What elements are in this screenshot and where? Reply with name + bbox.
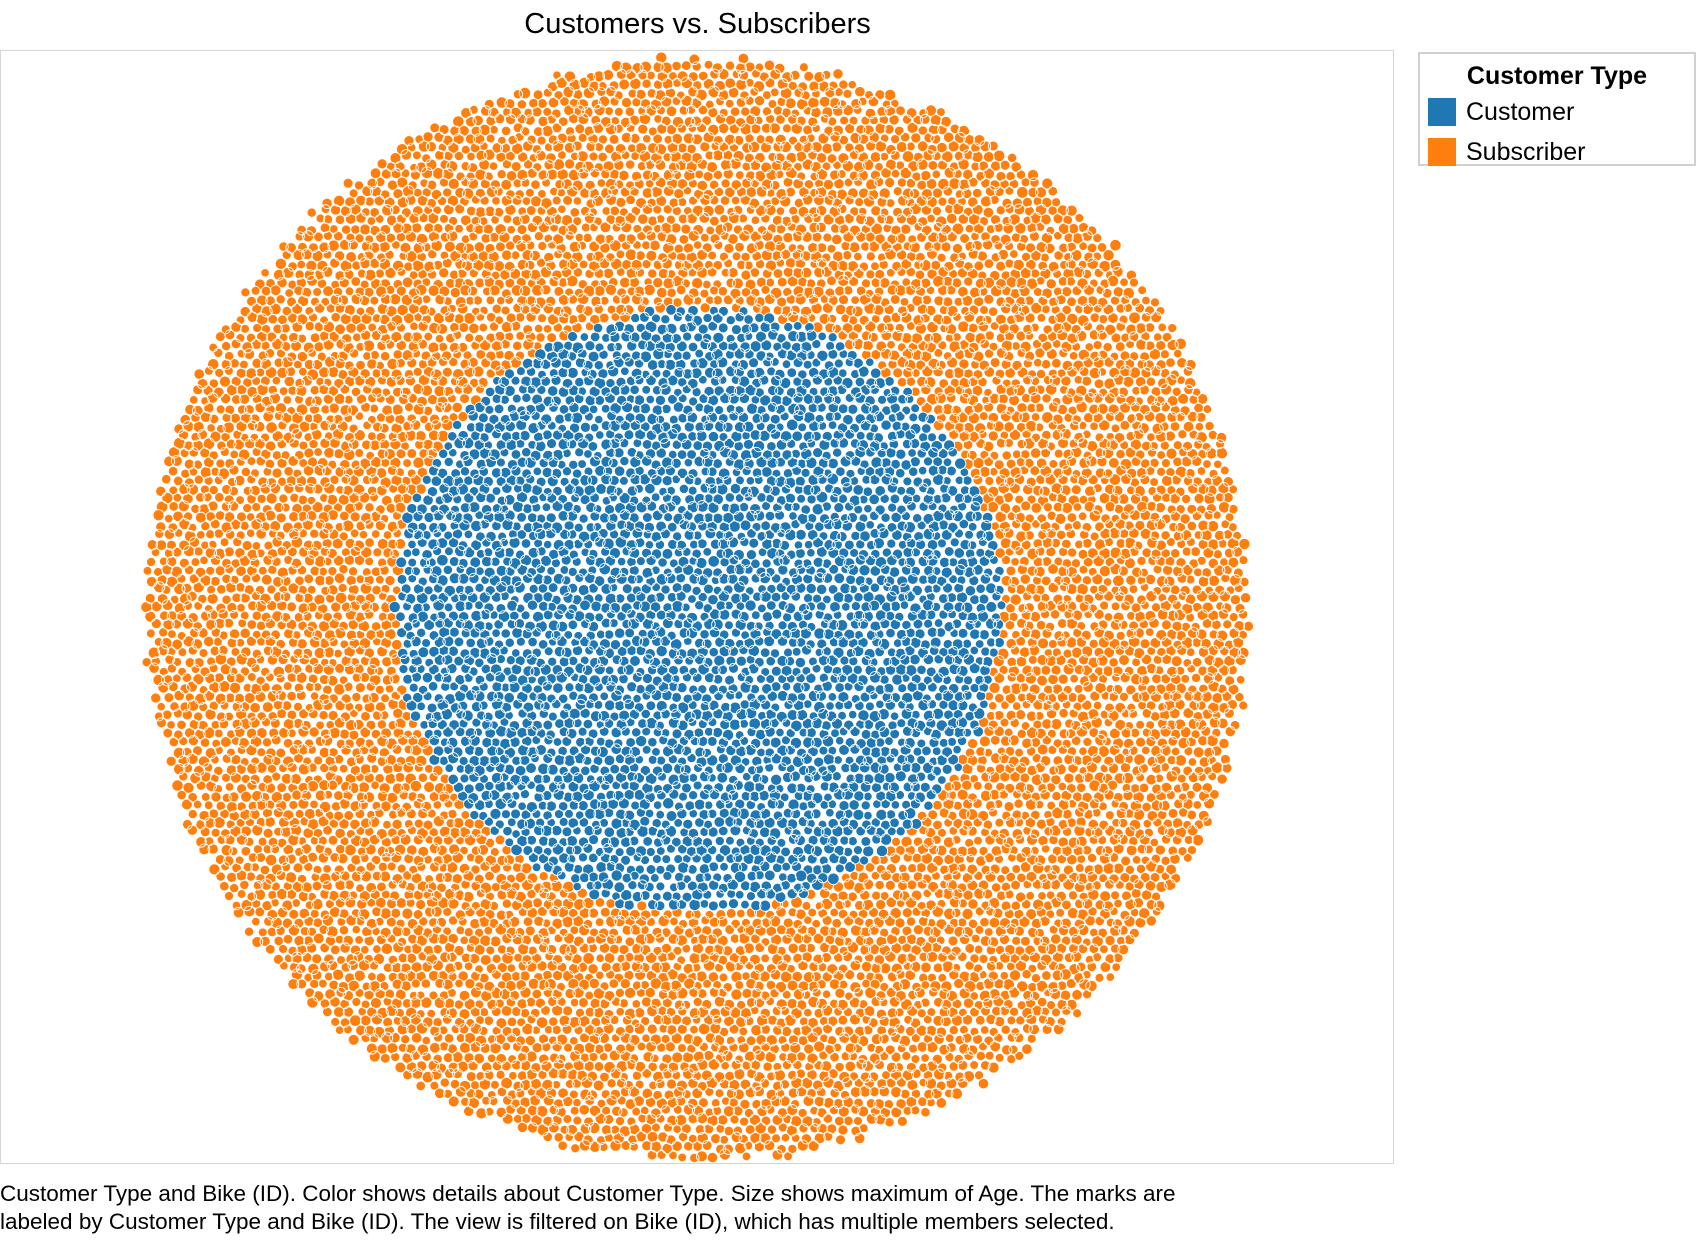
plot-area [0,50,1394,1164]
legend-title: Customer Type [1466,62,1648,90]
subscriber-bubbles [155,274,1238,516]
chart-caption: Customer Type and Bike (ID). Color shows… [0,1180,1400,1236]
customer-bubbles [388,304,1005,615]
subscriber-bubbles [287,968,1116,1163]
legend: Customer Type Customer Subscriber [1418,52,1696,166]
subscriber-points [140,51,1255,1163]
customer-points [388,304,1007,912]
legend-swatch-subscriber [1428,138,1456,166]
caption-line-2: labeled by Customer Type and Bike (ID). … [0,1209,1115,1234]
legend-swatch-customer [1428,98,1456,126]
subscriber-bubbles [254,51,1138,291]
customer-bubbles [572,869,840,912]
bubble-plot [140,51,1255,1163]
subscriber-bubbles [140,500,1255,795]
legend-label-customer: Customer [1466,98,1575,126]
chart-title: Customers vs. Subscribers [524,8,871,40]
caption-line-1: Customer Type and Bike (ID). Color shows… [0,1181,1176,1206]
legend-item-subscriber[interactable]: Subscriber [1428,136,1586,168]
customer-bubbles [395,599,1007,884]
legend-item-customer[interactable]: Customer [1428,96,1574,128]
subscriber-bubbles [176,779,1220,985]
legend-label-subscriber: Subscriber [1466,138,1586,166]
